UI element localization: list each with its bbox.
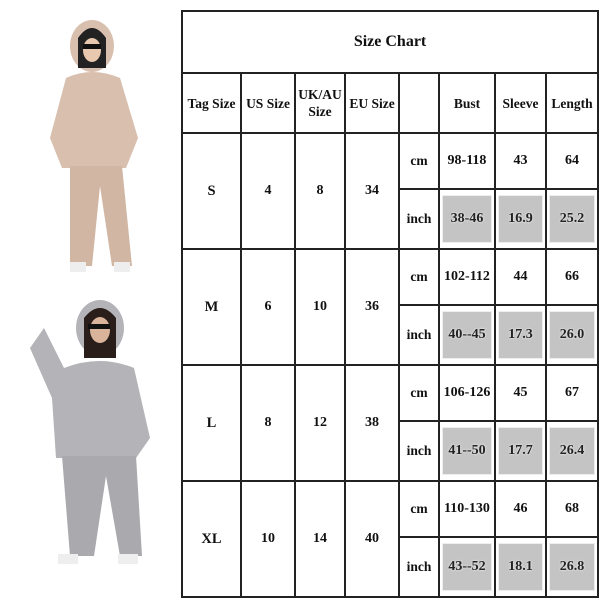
sleeve-inch-cell: 17.3 — [494, 304, 547, 366]
unit-cell: inch — [398, 420, 440, 482]
length-cm-cell: 68 — [544, 480, 600, 538]
us-size-cell: 6 — [240, 248, 296, 366]
tag-size-cell: L — [181, 364, 242, 482]
uk-size-cell: 10 — [294, 248, 346, 366]
unit-cell: cm — [398, 132, 440, 190]
tag-size-cell: M — [181, 248, 242, 366]
bust-cm-cell: 110-130 — [438, 480, 496, 538]
sleeve-cm-cell: 43 — [494, 132, 547, 190]
unit-cell: cm — [398, 364, 440, 422]
uk-size-cell: 8 — [294, 132, 346, 250]
us-size-cell: 4 — [240, 132, 296, 250]
sleeve-inch-cell: 16.9 — [494, 188, 547, 250]
table-row-cm: S 4 8 34 cm 98-118 43 64 — [181, 132, 600, 250]
eu-size-cell: 36 — [344, 248, 400, 366]
bust-inch-cell: 41--50 — [438, 420, 496, 482]
bust-cm-cell: 98-118 — [438, 132, 496, 190]
sleeve-inch-cell: 17.7 — [494, 420, 547, 482]
unit-cell: inch — [398, 536, 440, 598]
us-size-cell: 10 — [240, 480, 296, 598]
header-length: Length — [544, 72, 600, 134]
table-row-inch: inch 41--50 17.7 26.4 — [182, 420, 600, 482]
bust-inch-cell: 40--45 — [438, 304, 496, 366]
unit-cell: inch — [398, 188, 440, 250]
length-cm-cell: 64 — [544, 132, 600, 190]
sleeve-cm-cell: 46 — [494, 480, 547, 538]
us-size-cell: 8 — [240, 364, 296, 482]
table-row-cm: L 8 12 38 cm 106-126 45 67 — [181, 364, 600, 482]
unit-cell: cm — [398, 480, 440, 538]
table-row-inch: inch 43--52 18.1 26.8 — [182, 536, 600, 598]
header-bust: Bust — [438, 72, 496, 134]
length-inch-cell: 26.0 — [544, 304, 600, 366]
sleeve-cm-cell: 45 — [494, 364, 547, 422]
header-us-size: US Size — [240, 72, 296, 134]
bust-cm-cell: 106-126 — [438, 364, 496, 422]
bust-cm-cell: 102-112 — [438, 248, 496, 306]
eu-size-cell: 34 — [344, 132, 400, 250]
header-uk-au-size: UK/AU Size — [294, 72, 346, 134]
table-row-inch: inch 40--45 17.3 26.0 — [182, 304, 600, 366]
length-cm-cell: 67 — [544, 364, 600, 422]
eu-size-cell: 40 — [344, 480, 400, 598]
table-row-inch: inch 38-46 16.9 25.2 — [182, 188, 600, 250]
unit-cell: inch — [398, 304, 440, 366]
length-cm-cell: 66 — [544, 248, 600, 306]
size-chart-table: Size Chart Tag Size US Size UK/AU Size EU… — [180, 10, 600, 598]
model-photo-beige-tracksuit — [50, 20, 138, 272]
sleeve-cm-cell: 44 — [494, 248, 547, 306]
unit-cell: cm — [398, 248, 440, 306]
header-tag-size: Tag Size — [181, 72, 242, 134]
model-photo-gray-tracksuit — [30, 300, 150, 564]
header-sleeve: Sleeve — [494, 72, 547, 134]
length-inch-cell: 25.2 — [544, 188, 600, 250]
header-row: Tag Size US Size UK/AU Size EU Size Bust … — [181, 72, 600, 134]
header-unit — [398, 72, 440, 134]
uk-size-cell: 14 — [294, 480, 346, 598]
table-row-cm: M 6 10 36 cm 102-112 44 66 — [181, 248, 600, 366]
table-row-cm: XL 10 14 40 cm 110-130 46 68 — [181, 480, 600, 598]
eu-size-cell: 38 — [344, 364, 400, 482]
sleeve-inch-cell: 18.1 — [494, 536, 547, 598]
bust-inch-cell: 43--52 — [438, 536, 496, 598]
bust-inch-cell: 38-46 — [438, 188, 496, 250]
uk-size-cell: 12 — [294, 364, 346, 482]
header-eu-size: EU Size — [344, 72, 400, 134]
length-inch-cell: 26.8 — [544, 536, 600, 598]
table-title: Size Chart — [180, 10, 600, 74]
tag-size-cell: XL — [181, 480, 242, 598]
tag-size-cell: S — [181, 132, 242, 250]
length-inch-cell: 26.4 — [544, 420, 600, 482]
